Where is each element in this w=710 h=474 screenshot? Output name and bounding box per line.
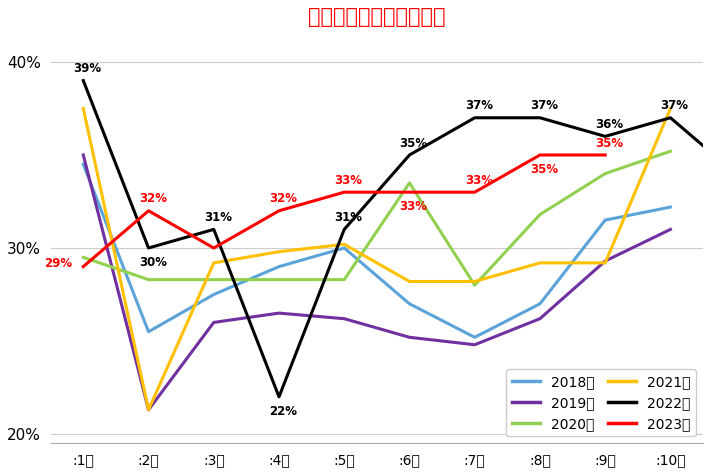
2020年 (275, 277, 283, 283)
2020年 (471, 283, 479, 288)
2021年 (209, 260, 218, 266)
2021年 (144, 407, 153, 413)
Text: 35%: 35% (400, 137, 427, 150)
2018年 (405, 301, 414, 307)
2022年 (405, 152, 414, 158)
2019年 (666, 227, 674, 232)
2022年 (666, 115, 674, 120)
2018年 (79, 162, 87, 167)
2021年 (275, 249, 283, 255)
Text: 36%: 36% (595, 118, 623, 131)
Text: 29%: 29% (44, 256, 72, 270)
2023年 (405, 189, 414, 195)
2019年 (144, 407, 153, 413)
2021年 (340, 241, 349, 247)
Text: 35%: 35% (595, 137, 623, 150)
Text: 22%: 22% (269, 405, 297, 418)
2021年 (79, 106, 87, 111)
2018年 (666, 204, 674, 210)
2018年 (275, 264, 283, 269)
2021年 (536, 260, 545, 266)
2019年 (275, 310, 283, 316)
Line: 2019年: 2019年 (83, 155, 670, 410)
2018年 (209, 292, 218, 297)
2022年 (275, 394, 283, 400)
2022年 (601, 134, 609, 139)
2019年 (601, 258, 609, 264)
2023年 (209, 245, 218, 251)
2020年 (209, 277, 218, 283)
Text: 32%: 32% (269, 192, 297, 205)
2023年 (601, 152, 609, 158)
2018年 (471, 335, 479, 340)
2020年 (405, 180, 414, 186)
2019年 (405, 335, 414, 340)
2018年 (340, 245, 349, 251)
2021年 (666, 106, 674, 111)
2020年 (536, 212, 545, 218)
2021年 (601, 260, 609, 266)
Text: 32%: 32% (138, 192, 167, 205)
2022年 (144, 245, 153, 251)
Text: 31%: 31% (334, 211, 362, 224)
Legend: 2018年, 2019年, 2020年, 2021年, 2022年, 2023年: 2018年, 2019年, 2020年, 2021年, 2022年, 2023年 (506, 369, 696, 437)
2022年 (536, 115, 545, 120)
Text: 31%: 31% (204, 211, 232, 224)
2018年 (536, 301, 545, 307)
Text: 34%: 34% (0, 473, 1, 474)
2020年 (340, 277, 349, 283)
2023年 (340, 189, 349, 195)
2022年 (209, 227, 218, 232)
Line: 2023年: 2023年 (83, 155, 605, 266)
2023年 (536, 152, 545, 158)
2020年 (79, 255, 87, 260)
Line: 2021年: 2021年 (83, 109, 670, 410)
2023年 (144, 208, 153, 214)
2020年 (144, 277, 153, 283)
2019年 (340, 316, 349, 321)
Line: 2018年: 2018年 (83, 164, 670, 337)
Line: 2020年: 2020年 (83, 151, 670, 285)
2018年 (601, 217, 609, 223)
2022年 (340, 227, 349, 232)
Text: 33%: 33% (465, 174, 493, 187)
Text: 37%: 37% (660, 100, 689, 112)
2018年 (144, 329, 153, 335)
Text: 33%: 33% (400, 200, 427, 213)
2023年 (275, 208, 283, 214)
2019年 (209, 319, 218, 325)
Text: 35%: 35% (530, 163, 558, 176)
Title: 中国汽车的世界份额走势: 中国汽车的世界份额走势 (308, 7, 446, 27)
Text: 39%: 39% (73, 62, 102, 75)
Text: 33%: 33% (334, 174, 362, 187)
2021年 (471, 279, 479, 284)
2022年 (471, 115, 479, 120)
Text: 37%: 37% (530, 100, 558, 112)
2023年 (79, 264, 87, 269)
2020年 (601, 171, 609, 176)
2022年 (79, 78, 87, 83)
2023年 (471, 189, 479, 195)
2019年 (79, 152, 87, 158)
Line: 2022年: 2022年 (83, 81, 710, 397)
Text: 30%: 30% (138, 256, 167, 269)
2021年 (405, 279, 414, 284)
Text: 37%: 37% (465, 100, 493, 112)
2019年 (471, 342, 479, 347)
2020年 (666, 148, 674, 154)
2019年 (536, 316, 545, 321)
